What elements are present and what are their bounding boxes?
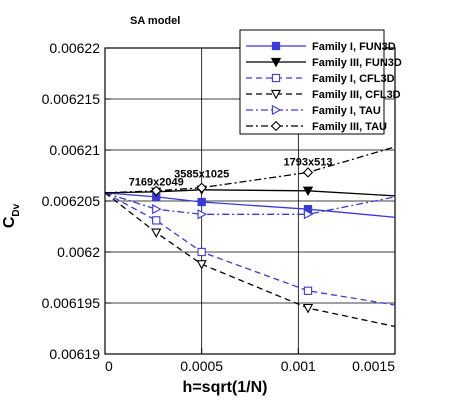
legend-item: Family I, FUN3D — [246, 41, 396, 53]
legend-item: Family III, CFL3D — [246, 89, 401, 101]
y-axis-label-c: C — [1, 216, 18, 228]
legend-marker — [270, 57, 282, 68]
legend-label: Family III, FUN3D — [312, 57, 402, 69]
legend-marker — [270, 120, 282, 132]
legend-item: Family I, CFL3D — [246, 73, 395, 85]
y-tick-label: 0.006195 — [42, 295, 101, 311]
legend-item: Family I, TAU — [246, 104, 381, 117]
legend-label: Family III, CFL3D — [312, 89, 401, 101]
data-point — [152, 216, 161, 225]
y-tick-label: 0.0062 — [57, 244, 100, 260]
x-tick-label: 0 — [105, 358, 113, 374]
data-point — [302, 167, 314, 178]
data-point — [197, 247, 206, 257]
legend-label: Family III, TAU — [312, 121, 387, 133]
legend: Family I, FUN3D Family III, FUN3D Family I… — [239, 29, 402, 135]
grid-size-annotation: 7169x2049 — [129, 177, 184, 189]
x-tick-label: 0.0015 — [352, 358, 395, 374]
legend-marker — [271, 104, 282, 116]
y-axis-label: CDv — [1, 203, 22, 228]
legend-marker — [271, 73, 281, 83]
data-point — [197, 197, 206, 207]
y-tick-label: 0.006215 — [42, 91, 101, 107]
data-point — [302, 303, 314, 314]
legend-label: Family I, TAU — [312, 105, 381, 117]
chart-title: SA model — [130, 15, 180, 27]
legend-label: Family I, FUN3D — [312, 41, 396, 53]
legend-item: Family III, TAU — [246, 120, 387, 133]
y-tick-label: 0.00621 — [49, 142, 100, 158]
grid-size-annotation: 3585x1025 — [174, 169, 229, 181]
x-tick-labels: 0 0.0005 0.001 0.0015 — [105, 358, 395, 374]
data-point — [151, 185, 162, 196]
legend-marker — [271, 41, 281, 51]
data-point — [303, 286, 313, 295]
series-family-i-cfl3d — [104, 192, 396, 306]
x-tick-label: 0.001 — [281, 358, 316, 374]
data-point — [152, 204, 162, 215]
data-point — [197, 209, 208, 220]
y-tick-label: 0.00622 — [49, 40, 100, 56]
data-point — [196, 182, 207, 193]
x-axis-label: h=sqrt(1/N) — [183, 379, 268, 396]
y-axis-label-main: CDv — [1, 203, 22, 228]
data-point — [303, 209, 314, 220]
series-family-i-tau — [104, 192, 396, 220]
series-line — [104, 192, 396, 215]
legend-label: Family I, CFL3D — [312, 73, 395, 85]
y-tick-label: 0.006205 — [42, 193, 101, 209]
data-point — [151, 228, 162, 238]
grid-size-annotation: 1793x513 — [284, 156, 333, 168]
x-tick-label: 0.0005 — [180, 358, 223, 374]
legend-marker — [270, 89, 282, 100]
series-family-iii-tau — [104, 146, 396, 196]
y-axis-label-subscript: Dv — [11, 203, 22, 216]
legend-item: Family III, FUN3D — [246, 57, 402, 69]
y-tick-labels: 0.00619 0.006195 0.0062 0.006205 0.00621 0.00… — [42, 40, 101, 362]
data-point — [196, 260, 207, 270]
data-point — [302, 186, 314, 197]
y-tick-label: 0.00619 — [49, 346, 100, 362]
series-family-iii-cfl3d — [104, 192, 396, 328]
series-layer — [104, 146, 396, 328]
legend-box — [239, 29, 385, 135]
